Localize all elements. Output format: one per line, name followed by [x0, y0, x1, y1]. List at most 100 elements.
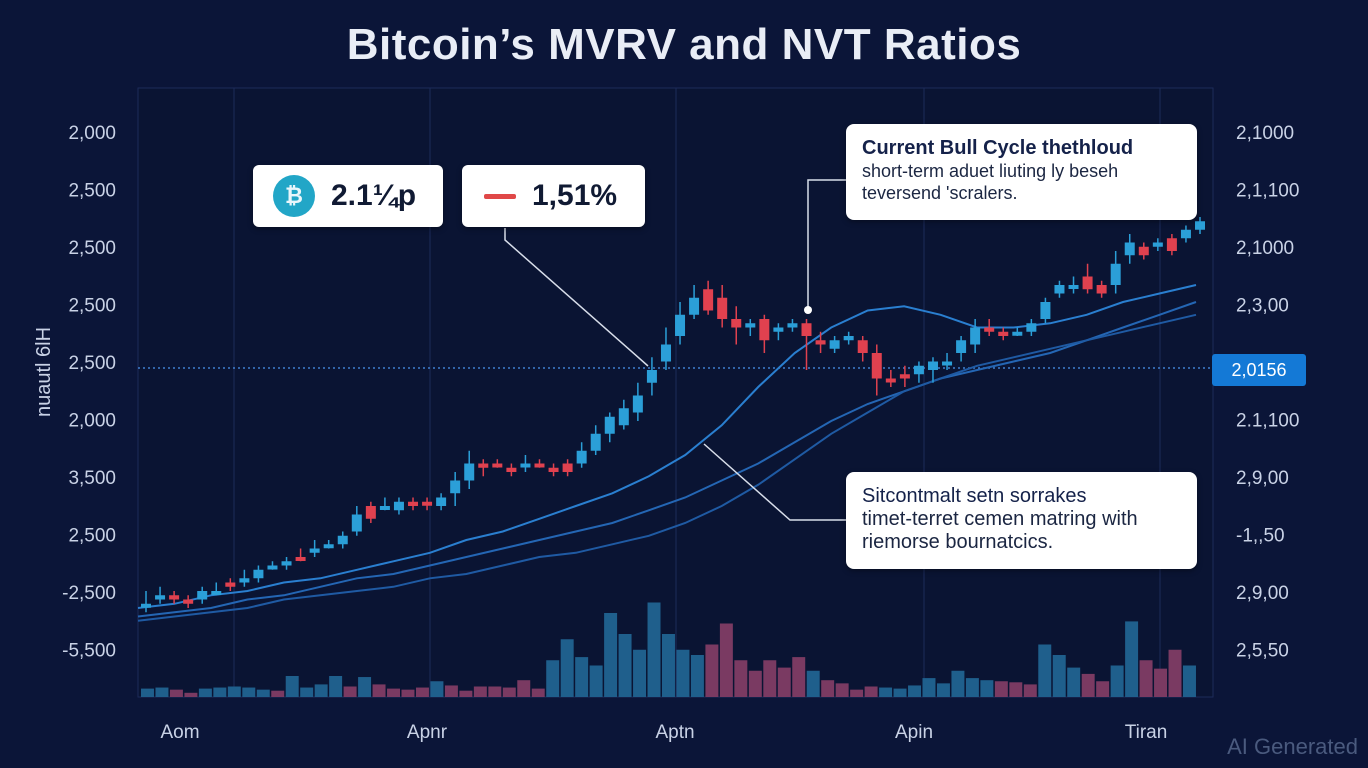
candle-body	[913, 365, 924, 375]
volume-bar	[1096, 681, 1110, 697]
candle-body	[1026, 323, 1037, 332]
candle-body	[1040, 302, 1051, 319]
volume-bar	[965, 678, 979, 697]
bitcoin-icon: ₿	[273, 175, 315, 217]
y-tick-label-right: -1,,50	[1236, 526, 1285, 547]
candle-body	[183, 599, 194, 604]
candle-body	[253, 569, 264, 579]
candle-body	[365, 506, 376, 519]
volume-bar	[560, 639, 574, 697]
candle-body	[703, 289, 714, 311]
candle-body	[492, 463, 503, 468]
candle-body	[885, 378, 896, 383]
y-tick-label-right: 2,3,00	[1236, 296, 1289, 317]
volume-bar	[141, 688, 154, 697]
volume-bar	[300, 687, 314, 697]
y-tick-label-right: 2,5,50	[1236, 641, 1289, 662]
volume-bar	[1183, 665, 1196, 697]
candle-body	[1124, 242, 1135, 256]
volume-bar	[343, 686, 357, 697]
volume-bar	[575, 657, 589, 697]
candle-body	[675, 314, 686, 336]
y-tick-label-left: 2,500	[68, 238, 116, 259]
candle-body	[1166, 238, 1177, 251]
volume-bar	[169, 689, 183, 697]
candle-body	[309, 548, 320, 553]
callout-body-line: short-term aduet liuting ly beseh	[862, 161, 1119, 181]
y-tick-label-left: -5,500	[62, 641, 116, 662]
volume-bar	[372, 684, 386, 697]
volume-bar	[1125, 621, 1139, 697]
candle-body	[379, 506, 390, 510]
candle-body	[646, 370, 657, 383]
candle-body	[843, 336, 854, 341]
volume-bar	[198, 688, 212, 697]
volume-bar	[502, 687, 516, 697]
volume-bar	[1110, 665, 1124, 697]
volume-bar	[314, 684, 328, 697]
callout-top-dot	[804, 306, 812, 314]
candle-body	[155, 595, 166, 600]
candle-body	[464, 463, 475, 481]
candle-body	[351, 514, 362, 532]
candle-body	[478, 463, 489, 468]
volume-bar	[155, 687, 169, 697]
page-title: Bitcoin’s MVRV and NVT Ratios	[346, 20, 1022, 69]
volume-bar	[690, 655, 704, 697]
volume-bar	[647, 602, 661, 697]
candle-body	[506, 467, 517, 472]
volume-bar	[705, 644, 719, 697]
volume-bar	[806, 670, 820, 697]
y-tick-label-right: 2,9,00	[1236, 468, 1289, 489]
y-tick-label-left: 2,500	[68, 353, 116, 374]
y-tick-label-left: 2,500	[68, 526, 116, 547]
price-value: 2.1¼p	[331, 179, 417, 212]
y-axis-right: 2,1000 2,1,100 2,1000 2,3,00 2.1,100 2,9,00 -1…	[1236, 123, 1299, 662]
candle-body	[534, 463, 545, 468]
x-tick-label: Apin	[895, 722, 933, 743]
candlesticks	[141, 217, 1205, 613]
candle-body	[984, 327, 995, 332]
candle-body	[422, 501, 433, 506]
y-tick-label-left: 2,500	[68, 296, 116, 317]
volume-bar	[430, 681, 444, 697]
volume-bar	[401, 689, 415, 697]
candle-body	[660, 344, 671, 362]
watermark: AI Generated	[1227, 734, 1358, 759]
volume-bar	[387, 688, 400, 697]
x-tick-label: Aptn	[655, 722, 694, 743]
y-tick-label-left: -2,500	[62, 583, 116, 604]
y-tick-label-left: 3,500	[68, 468, 116, 489]
candle-body	[436, 497, 447, 506]
callout-heading: Sitcontmalt setn sorrakes	[862, 485, 1087, 507]
candle-body	[618, 408, 629, 426]
callout-short-term: Sitcontmalt setn sorrakes timet-terret c…	[846, 472, 1197, 569]
x-tick-label: Tiran	[1125, 722, 1168, 743]
volume-bar	[546, 660, 560, 697]
candle-body	[1054, 285, 1065, 294]
candle-body	[829, 340, 840, 349]
candle-body	[970, 327, 981, 345]
volume-bar	[777, 667, 791, 697]
candle-body	[562, 463, 573, 472]
current-value-tag: 2,0156	[1212, 354, 1306, 386]
volume-bar	[473, 686, 487, 697]
ma-line	[137, 284, 1197, 609]
volume-bar	[1052, 655, 1066, 697]
y-tick-label-right: 2,9,00	[1236, 583, 1289, 604]
volume-bar	[488, 686, 502, 697]
candle-body	[225, 582, 236, 587]
price-badge-connector	[504, 228, 649, 367]
callout-bull-cycle: Current Bull Cycle thethloud short-term …	[846, 124, 1197, 220]
candle-body	[773, 327, 784, 332]
candle-body	[281, 561, 292, 566]
candle-body	[745, 323, 756, 328]
candle-body	[815, 340, 826, 345]
candle-body	[197, 591, 208, 600]
volume-bar	[285, 676, 299, 697]
candle-body	[632, 395, 643, 413]
volume-bar	[748, 670, 762, 697]
candle-body	[857, 340, 868, 353]
volume-bar	[459, 690, 473, 697]
candle-body	[239, 578, 250, 583]
